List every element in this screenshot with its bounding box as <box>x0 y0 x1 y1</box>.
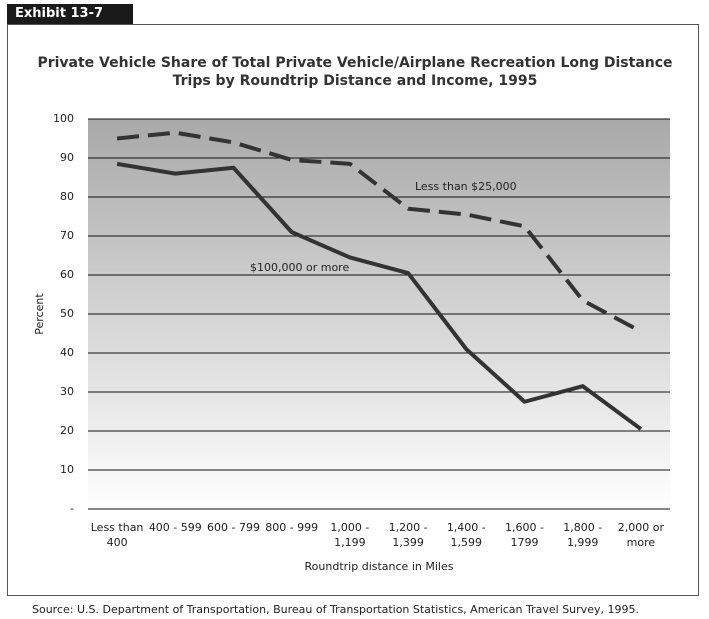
y-tick-label: 30 <box>60 385 74 398</box>
source-note: Source: U.S. Department of Transportatio… <box>32 603 639 616</box>
y-axis-label: Percent <box>33 293 46 335</box>
x-tick-label: 600 - 799 <box>207 521 260 534</box>
series-line <box>116 130 642 334</box>
y-tick-label: 100 <box>53 112 74 125</box>
x-tick-label: 800 - 999 <box>265 521 319 534</box>
chart-title: Private Vehicle Share of Total Private V… <box>37 55 673 89</box>
y-tick-label: 20 <box>60 424 74 437</box>
y-tick-label: 50 <box>60 307 74 320</box>
y-tick-label: 10 <box>60 463 74 476</box>
x-tick-label: 1,800 - 1,999 <box>563 521 603 549</box>
y-tick-label: - <box>70 502 74 515</box>
x-axis-label: Roundtrip distance in Miles <box>305 560 454 573</box>
x-tick-label: 1,000 - 1,199 <box>330 521 370 549</box>
series-label: Less than $25,000 <box>415 180 517 193</box>
y-tick-label: 90 <box>60 151 74 164</box>
x-tick-label: 1,600 - 1799 <box>505 521 544 549</box>
x-tick-label: 1,400 - 1,599 <box>446 521 486 549</box>
series-label: $100,000 or more <box>250 261 349 274</box>
x-tick-label: Less than 400 <box>90 521 144 549</box>
series-line <box>116 161 643 431</box>
y-tick-label: 60 <box>60 268 74 281</box>
exhibit-label: Exhibit 13-7 <box>7 4 133 24</box>
y-tick-label: 80 <box>60 190 74 203</box>
y-tick-label: 40 <box>60 346 74 359</box>
x-tick-label: 1,200 - 1,399 <box>388 521 428 549</box>
x-tick-label: 2,000 or more <box>617 521 665 549</box>
y-tick-label: 70 <box>60 229 74 242</box>
frame <box>7 24 699 596</box>
x-tick-label: 400 - 599 <box>148 521 202 534</box>
